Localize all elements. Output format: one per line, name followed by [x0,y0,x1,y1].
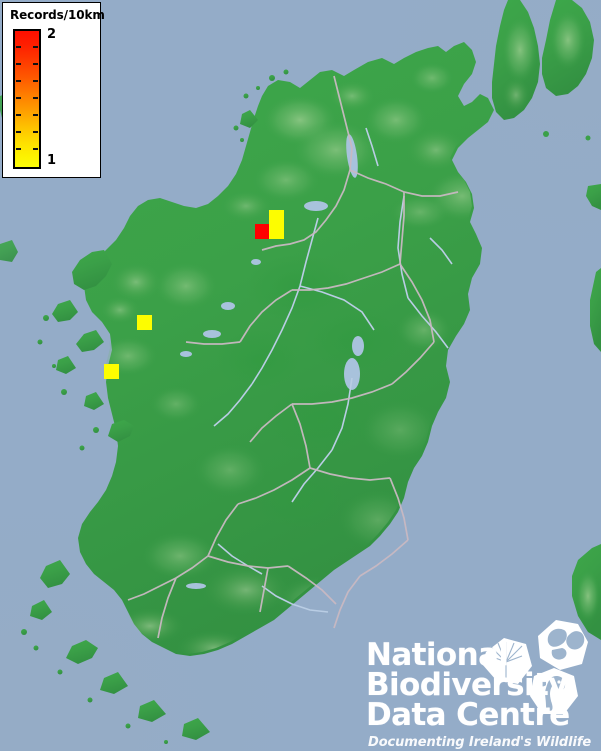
legend-colorbar-wrap [13,29,43,169]
landmass-britain-edge [572,268,601,640]
record-marker-connemara[interactable] [104,364,119,379]
logo-line-3: Data Centre [366,697,570,734]
lakes [180,134,364,589]
legend-colorbar [13,29,41,169]
record-marker-mayo[interactable] [137,315,152,330]
seahorse-icon [530,668,578,714]
logo-wordmark: National Biodiversity Data Centre Docume… [366,637,592,751]
administrative-borders [127,75,459,639]
west-coast-detail [21,250,210,744]
logo-line-1: National [366,637,509,673]
record-marker-donegal-east[interactable] [269,224,284,239]
logo-line-2: Biodiversity [366,667,568,704]
landmass-ireland [21,42,494,744]
landmass-scotland [492,0,601,210]
legend-title: Records/10km [10,8,105,22]
legend-max-label: 2 [47,27,57,42]
butterfly-icon [538,620,588,670]
northwest-islands [233,69,289,142]
logo-tagline: Documenting Ireland's Wildlife [368,735,592,751]
record-marker-donegal-north[interactable] [269,210,284,225]
rivers [213,127,453,613]
tree-icon [482,638,532,684]
legend-panel: Records/10km 2 1 [2,2,105,178]
nbdc-logo: National Biodiversity Data Centre Docume… [366,618,596,750]
record-marker-donegal-west[interactable] [255,224,270,239]
legend-min-label: 1 [47,153,57,168]
logo-hexagon-icons [482,620,588,714]
